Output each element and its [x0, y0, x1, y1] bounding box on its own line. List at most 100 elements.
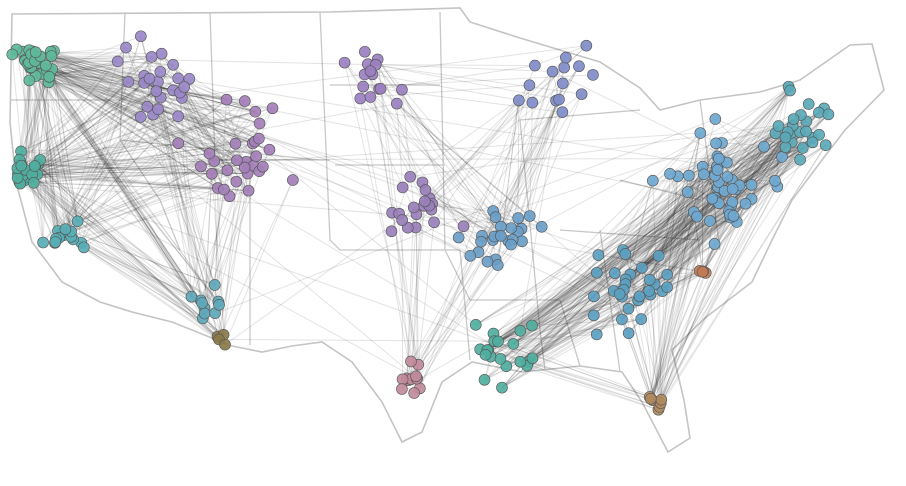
edge [416, 65, 536, 379]
node [769, 175, 781, 187]
edge [649, 203, 746, 398]
edge [70, 116, 142, 238]
edge [48, 82, 205, 309]
edge [638, 142, 723, 297]
edge [157, 81, 192, 297]
node [198, 307, 211, 320]
edge [429, 205, 494, 212]
edge [640, 271, 703, 320]
edge [413, 259, 497, 394]
edge [475, 210, 730, 326]
node [494, 353, 507, 365]
edge [479, 283, 626, 350]
edge [652, 180, 719, 183]
edge [34, 75, 37, 167]
edge [501, 283, 626, 389]
edge [652, 166, 704, 401]
edge [649, 132, 793, 398]
edge [30, 116, 141, 178]
node [357, 80, 369, 93]
node [523, 210, 536, 222]
node [613, 288, 626, 300]
node [404, 170, 416, 183]
edge [660, 180, 776, 404]
edge [20, 162, 417, 380]
edge [497, 203, 746, 342]
edge [619, 125, 793, 295]
node [469, 319, 482, 331]
edge [501, 290, 663, 389]
edge [648, 132, 792, 292]
node [111, 55, 124, 68]
edge [35, 142, 179, 167]
edge [146, 106, 230, 197]
edge [714, 203, 746, 245]
edge [152, 114, 417, 215]
node [683, 169, 695, 182]
node [374, 82, 387, 95]
edge [32, 54, 224, 336]
edge [520, 137, 813, 363]
node [575, 88, 588, 100]
node [338, 56, 351, 69]
edge [70, 236, 204, 319]
node [249, 105, 262, 118]
edge [37, 164, 226, 345]
edge [35, 51, 159, 110]
node [15, 159, 28, 172]
edge [57, 99, 227, 232]
edge [72, 238, 220, 340]
node [505, 238, 517, 251]
edge [705, 197, 716, 273]
edge [660, 131, 807, 404]
node [739, 197, 752, 210]
edge [157, 81, 215, 162]
edge [479, 131, 788, 350]
edge [652, 156, 718, 401]
node [29, 46, 42, 58]
edge [28, 80, 203, 304]
node [27, 176, 40, 189]
node [208, 279, 221, 291]
edge [157, 81, 205, 308]
node [396, 83, 408, 96]
edge [49, 60, 118, 75]
node [253, 117, 266, 130]
edge [479, 132, 701, 350]
edge [669, 86, 789, 175]
node [178, 81, 191, 93]
edge [37, 111, 256, 166]
edge [65, 86, 185, 230]
edge [623, 131, 789, 291]
edge [735, 86, 790, 190]
edge [25, 111, 256, 171]
node [196, 297, 208, 309]
node [230, 175, 243, 188]
edge [364, 74, 519, 219]
edge [377, 59, 412, 380]
edge [31, 54, 60, 238]
edge [200, 123, 261, 301]
edge [367, 63, 502, 237]
edge [31, 174, 205, 314]
edge [526, 121, 807, 367]
node [608, 267, 621, 279]
node [419, 195, 431, 208]
edge [660, 144, 827, 404]
node [587, 309, 600, 322]
edge [717, 125, 779, 157]
edge [715, 118, 786, 148]
edge [19, 56, 152, 160]
edge [658, 255, 662, 400]
edge [500, 296, 623, 360]
edge [640, 210, 730, 320]
node [514, 355, 527, 368]
edge [49, 60, 118, 78]
edge [181, 45, 587, 99]
edge [57, 153, 210, 232]
edge [50, 51, 79, 222]
edge [39, 62, 418, 379]
edge [60, 142, 253, 235]
